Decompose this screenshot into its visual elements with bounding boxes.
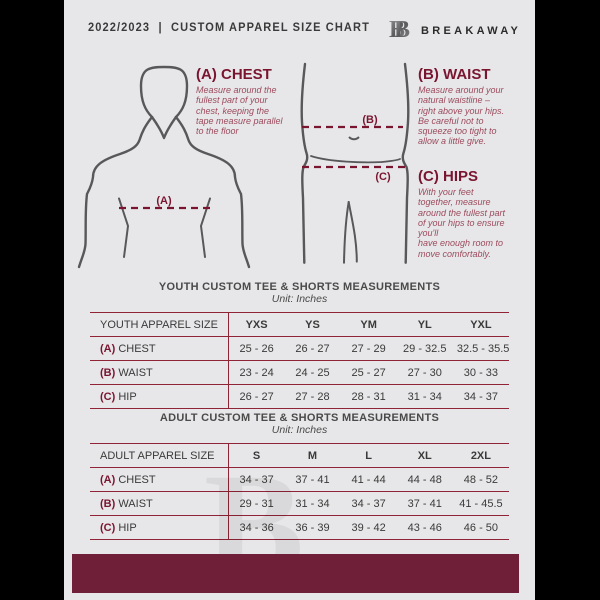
svg-text:(B): (B): [362, 114, 378, 126]
svg-text:(C): (C): [375, 171, 391, 183]
